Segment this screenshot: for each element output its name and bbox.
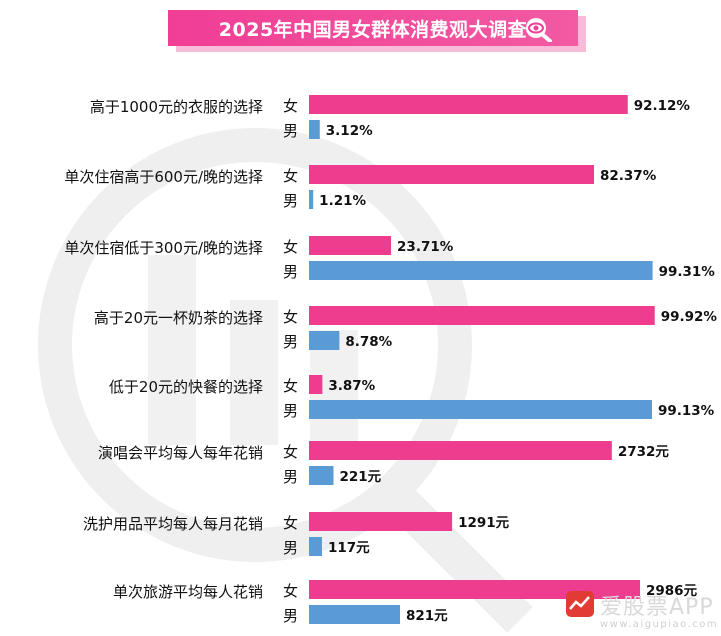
category-label: 单次住宿低于300元/晚的选择	[64, 239, 263, 257]
male-bar	[309, 466, 334, 485]
female-value-label: 3.87%	[328, 378, 375, 394]
female-value-label: 82.37%	[600, 168, 657, 184]
female-bar	[309, 236, 392, 255]
female-bar	[309, 441, 612, 460]
category-label: 洗护用品平均每人每月花销	[83, 515, 263, 533]
title-banner: 2025年中国男女群体消费观大调查	[168, 10, 578, 46]
male-label: 男	[283, 192, 298, 210]
male-value-label: 8.78%	[345, 334, 392, 350]
male-bar	[309, 261, 653, 280]
female-label: 女	[283, 167, 298, 185]
male-label: 男	[283, 539, 298, 557]
male-value-label: 99.13%	[658, 403, 715, 419]
female-label: 女	[283, 514, 298, 532]
male-value-label: 1.21%	[319, 193, 366, 209]
category-label: 低于20元的快餐的选择	[109, 378, 263, 396]
female-bar	[309, 306, 655, 325]
female-bar	[309, 165, 595, 184]
male-value-label: 99.31%	[659, 264, 716, 280]
female-value-label: 2732元	[618, 444, 670, 460]
male-bar	[309, 400, 652, 419]
male-label: 男	[283, 263, 298, 281]
male-bar	[309, 537, 322, 556]
category-label: 单次住宿高于600元/晚的选择	[64, 168, 263, 186]
category-label: 单次旅游平均每人花销	[113, 583, 263, 601]
female-value-label: 2986元	[646, 583, 698, 599]
stock-chart-icon	[566, 591, 594, 617]
female-value-label: 1291元	[458, 515, 510, 531]
male-value-label: 117元	[328, 540, 370, 556]
male-value-label: 821元	[406, 608, 448, 624]
female-bar	[309, 375, 323, 394]
female-label: 女	[283, 308, 298, 326]
category-label: 高于1000元的衣服的选择	[90, 98, 263, 116]
male-label: 男	[283, 402, 298, 420]
category-label: 高于20元一杯奶茶的选择	[94, 309, 263, 327]
female-label: 女	[283, 238, 298, 256]
female-value-label: 23.71%	[397, 239, 454, 255]
male-bar	[309, 120, 320, 139]
brand-name: 爱股票APP	[600, 595, 714, 620]
female-label: 女	[283, 443, 298, 461]
eye-magnifier-icon	[526, 18, 552, 42]
female-bar	[309, 95, 628, 114]
female-label: 女	[283, 377, 298, 395]
male-label: 男	[283, 607, 298, 625]
category-label: 演唱会平均每人每年花销	[98, 444, 263, 462]
male-label: 男	[283, 468, 298, 486]
page-title: 2025年中国男女群体消费观大调查	[218, 18, 528, 41]
male-bar	[309, 190, 314, 209]
female-bar	[309, 580, 640, 599]
brand-url: www.aigupiao.com	[600, 619, 719, 630]
female-label: 女	[283, 582, 298, 600]
female-label: 女	[283, 97, 298, 115]
male-value-label: 3.12%	[326, 123, 373, 139]
brand-watermark: 爱股票APP www.aigupiao.com	[560, 588, 720, 634]
female-value-label: 92.12%	[634, 98, 691, 114]
male-bar	[309, 605, 401, 624]
female-value-label: 99.92%	[661, 309, 718, 325]
male-label: 男	[283, 333, 298, 351]
male-label: 男	[283, 122, 298, 140]
male-bar	[309, 331, 340, 350]
female-bar	[309, 512, 453, 531]
male-value-label: 221元	[339, 469, 381, 485]
